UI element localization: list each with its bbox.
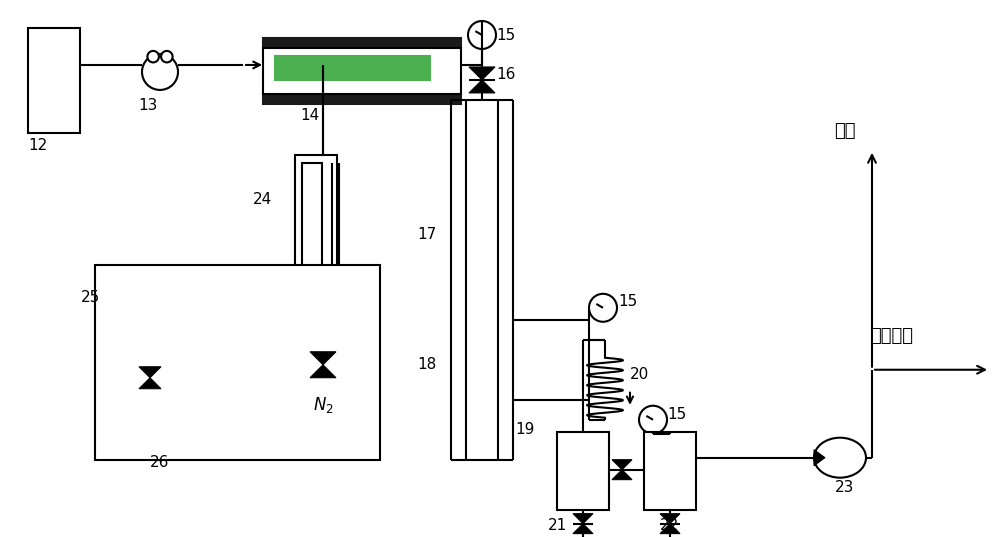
Bar	[263, 38, 461, 48]
Text: 16: 16	[496, 68, 515, 83]
Bar	[295, 155, 337, 275]
Text: 20: 20	[630, 367, 649, 382]
Circle shape	[147, 51, 159, 62]
Bar	[302, 163, 322, 267]
Text: $N_2$: $N_2$	[313, 395, 333, 415]
Text: 12: 12	[28, 138, 47, 153]
Text: 18: 18	[418, 357, 437, 372]
Polygon shape	[612, 470, 632, 480]
Bar	[644, 432, 696, 510]
Bar	[162, 395, 227, 434]
Text: 23: 23	[835, 480, 855, 495]
Polygon shape	[612, 460, 632, 470]
Bar	[120, 320, 180, 370]
Polygon shape	[310, 352, 336, 365]
Ellipse shape	[814, 438, 866, 478]
Text: 26: 26	[150, 455, 169, 470]
Polygon shape	[139, 367, 161, 378]
Polygon shape	[660, 524, 680, 534]
Text: 25: 25	[81, 291, 100, 306]
Circle shape	[589, 294, 617, 322]
Text: 19: 19	[515, 422, 534, 437]
Polygon shape	[573, 524, 593, 534]
Polygon shape	[469, 67, 495, 80]
Bar	[557, 432, 609, 510]
Text: 14: 14	[300, 108, 320, 123]
Polygon shape	[469, 80, 495, 93]
Text: 17: 17	[418, 227, 437, 242]
Bar	[95, 265, 380, 460]
Circle shape	[161, 51, 173, 62]
Polygon shape	[310, 365, 336, 378]
Polygon shape	[660, 514, 680, 524]
Text: 22: 22	[660, 518, 679, 533]
Bar	[263, 94, 461, 104]
Text: 13: 13	[138, 98, 158, 113]
Polygon shape	[573, 514, 593, 524]
Text: 15: 15	[496, 28, 515, 43]
Circle shape	[639, 406, 667, 434]
Text: 24: 24	[253, 192, 272, 207]
Text: 色谱分析: 色谱分析	[870, 326, 913, 345]
Text: 15: 15	[618, 294, 637, 309]
Bar	[28, 28, 80, 133]
Bar	[235, 395, 265, 434]
Bar	[275, 56, 430, 80]
Circle shape	[142, 54, 178, 90]
Polygon shape	[814, 449, 825, 466]
Circle shape	[468, 21, 496, 49]
Text: 21: 21	[548, 518, 567, 533]
Text: 放空: 放空	[834, 122, 856, 140]
Bar	[263, 48, 461, 94]
Polygon shape	[139, 378, 161, 389]
Text: 15: 15	[667, 407, 686, 422]
